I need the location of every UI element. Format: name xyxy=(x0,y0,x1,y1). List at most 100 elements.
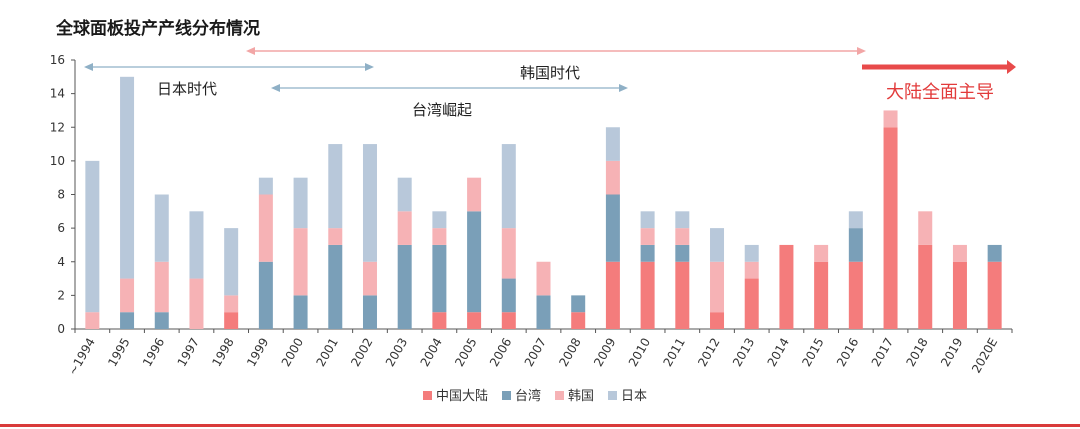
bar-segment xyxy=(120,278,135,313)
bar-segment xyxy=(605,194,620,262)
taiwan-rise-label: 台湾崛起 xyxy=(412,101,472,119)
bar-segment xyxy=(501,312,516,329)
bar-segment xyxy=(501,144,516,229)
bar-segment xyxy=(675,228,690,245)
bar-segment xyxy=(640,244,655,262)
bar-segment xyxy=(432,211,447,229)
bar-segment xyxy=(952,244,967,262)
x-tick-label: 2012 xyxy=(695,336,722,369)
bar-segment xyxy=(779,244,794,329)
y-tick-label: 0 xyxy=(57,322,65,336)
bar-segment xyxy=(918,211,933,245)
x-tick-label: 1999 xyxy=(244,336,271,369)
bar-segment xyxy=(814,261,829,329)
bar-segment xyxy=(120,76,135,279)
y-tick-label: 2 xyxy=(57,288,65,302)
japan-era-arrow-head-right xyxy=(365,63,374,71)
x-tick-label: 2018 xyxy=(903,336,930,369)
bar-segment xyxy=(362,261,377,296)
bar-segment xyxy=(501,278,516,313)
bar-segment xyxy=(85,160,100,313)
bar-segment xyxy=(258,177,273,195)
x-tick-label: 2000 xyxy=(279,336,306,369)
bar-segment xyxy=(571,312,586,329)
bar-segment xyxy=(536,261,551,296)
x-tick-label: 2020E xyxy=(969,336,1000,376)
bar-segment xyxy=(640,261,655,329)
x-tick-label: 2014 xyxy=(765,336,792,369)
taiwan-rise-arrow-head-right xyxy=(619,84,628,92)
x-tick-label: ~1994 xyxy=(66,336,98,378)
x-tick-label: 2011 xyxy=(661,336,688,369)
bar-segment xyxy=(571,295,586,313)
legend-label: 日本 xyxy=(621,389,647,404)
legend-label: 韩国 xyxy=(568,389,594,404)
x-tick-label: 2019 xyxy=(938,336,965,369)
bar-segment xyxy=(258,194,273,262)
bar-segment xyxy=(120,312,135,329)
bar-segment xyxy=(605,127,620,161)
bar-segment xyxy=(605,261,620,329)
bar-segment xyxy=(675,244,690,262)
chart-title: 全球面板投产产线分布情况 xyxy=(56,19,260,39)
bar-segment xyxy=(154,194,169,262)
legend-swatch xyxy=(423,391,432,400)
bar-segment xyxy=(397,244,412,329)
bar-segment xyxy=(328,228,343,245)
bar-segment xyxy=(154,261,169,313)
x-tick-label: 2006 xyxy=(487,335,514,368)
bar-segment xyxy=(848,228,863,262)
bar-segment xyxy=(397,177,412,212)
bar-segment xyxy=(362,295,377,329)
bar-segment xyxy=(501,228,516,279)
x-tick-label: 2008 xyxy=(556,336,583,369)
x-tick-label: 2004 xyxy=(418,336,445,369)
korea-era-label: 韩国时代 xyxy=(520,64,580,82)
bar-segment xyxy=(432,228,447,245)
bar-segment xyxy=(640,211,655,229)
x-tick-label: 2017 xyxy=(869,336,896,369)
bar-segment xyxy=(85,312,100,329)
legend-swatch xyxy=(555,391,564,400)
bar-segment xyxy=(710,261,725,313)
x-tick-label: 2003 xyxy=(383,336,410,369)
x-tick-label: 2010 xyxy=(626,336,653,369)
y-tick-label: 12 xyxy=(50,120,65,134)
legend-swatch xyxy=(502,391,511,400)
x-tick-label: 2002 xyxy=(348,336,375,369)
x-tick-label: 2005 xyxy=(452,336,479,369)
bar-segment xyxy=(467,211,482,313)
y-tick-label: 6 xyxy=(57,221,65,235)
bar-segment xyxy=(814,244,829,262)
legend-swatch xyxy=(608,391,617,400)
japan-era-label: 日本时代 xyxy=(157,80,217,98)
bar-segment xyxy=(605,160,620,195)
bar-segment xyxy=(952,261,967,329)
bar-segment xyxy=(710,228,725,262)
bar-segment xyxy=(362,144,377,262)
taiwan-rise-arrow-head-left xyxy=(271,84,280,92)
x-tick-label: 2016 xyxy=(834,336,861,369)
legend-label: 台湾 xyxy=(515,388,541,404)
bar-segment xyxy=(258,261,273,329)
korea-era-arrow-head-right xyxy=(857,47,866,55)
bar-segment xyxy=(293,228,308,296)
bar-segment xyxy=(848,261,863,329)
bar-segment xyxy=(189,278,204,329)
bar-segment xyxy=(328,244,343,329)
bar-segment xyxy=(154,312,169,329)
legend-label: 中国大陆 xyxy=(436,388,488,404)
y-tick-label: 16 xyxy=(50,53,65,67)
x-tick-label: 1998 xyxy=(209,336,236,369)
bar-segment xyxy=(293,295,308,329)
bar-segment xyxy=(467,177,482,212)
bar-segment xyxy=(918,244,933,329)
korea-era-arrow-head-left xyxy=(246,47,255,55)
bar-segment xyxy=(710,312,725,329)
x-tick-label: 1997 xyxy=(175,336,202,369)
bar-segment xyxy=(224,312,239,329)
y-tick-label: 10 xyxy=(50,154,65,168)
bar-segment xyxy=(744,261,759,279)
bar-segment xyxy=(432,312,447,329)
